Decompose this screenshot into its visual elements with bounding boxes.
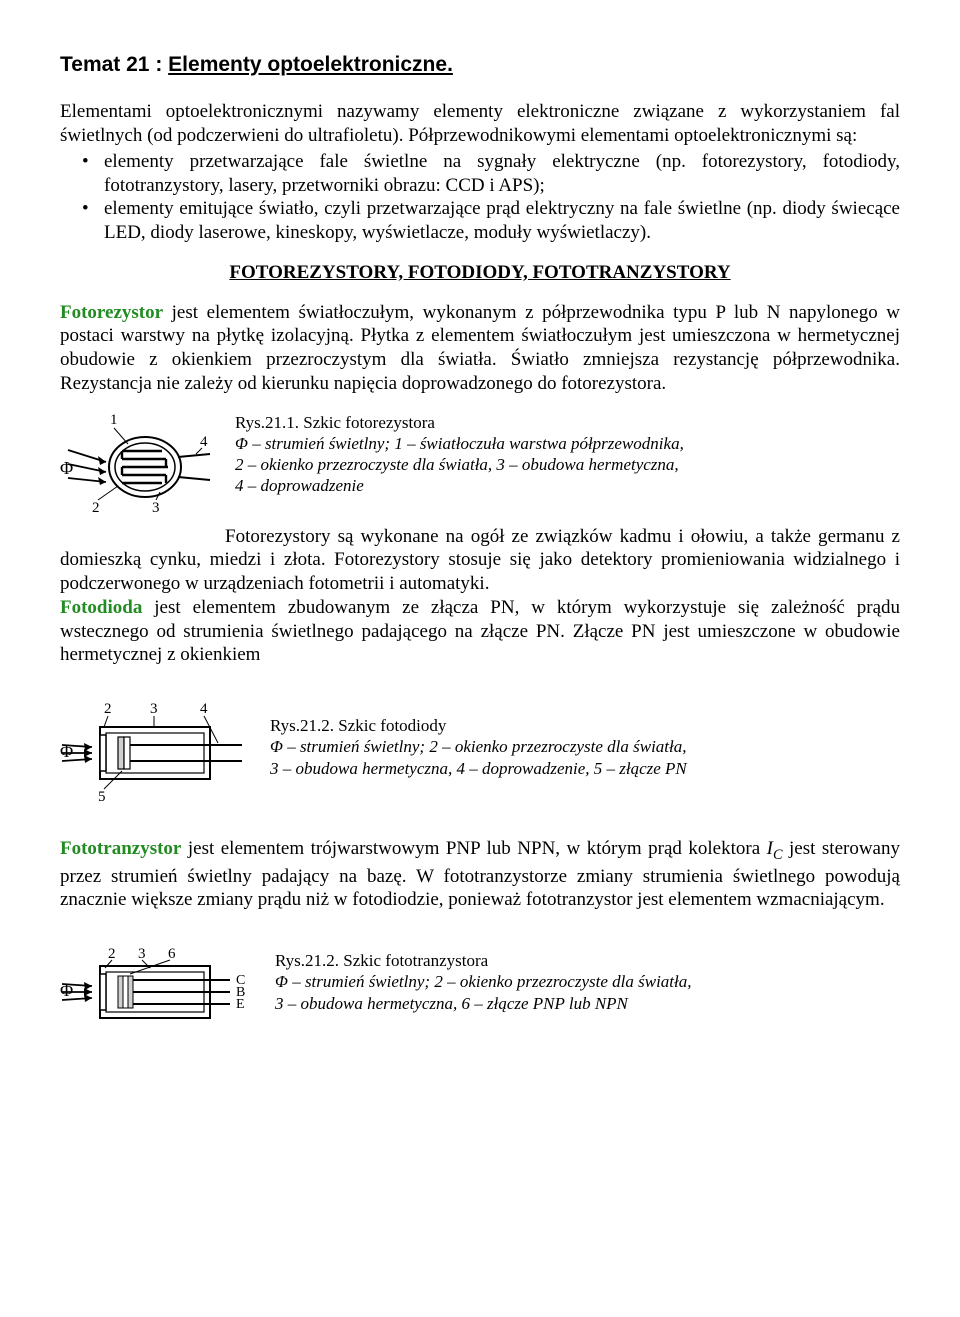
fotorezystor-materials: Fotorezystory są wykonane na ogół ze zwi…: [60, 525, 900, 596]
fotorezystor-text: jest elementem światłoczułym, wykonanym …: [60, 302, 900, 394]
svg-text:4: 4: [200, 434, 208, 450]
svg-text:2: 2: [104, 701, 112, 717]
figure-2: Φ 2 3 4 5 Rys.21.2. Szkic fotodiody Φ – …: [60, 699, 900, 809]
svg-text:3: 3: [150, 701, 158, 717]
figure-3-title: Rys.21.2. Szkic fototranzystora: [275, 951, 488, 970]
svg-text:5: 5: [98, 789, 106, 805]
figure-1: 1 Φ 2 3 4 Rys.21.1. Szkic fotorezystora …: [60, 410, 900, 515]
p5-text1: jest elementem trójwarstwowym PNP lub NP…: [181, 838, 766, 859]
svg-text:2: 2: [108, 946, 116, 962]
fotodioda-text: jest elementem zbudowanym ze złącza PN, …: [60, 597, 900, 666]
svg-text:Φ: Φ: [60, 980, 73, 1000]
figure-2-line2: 3 – obudowa hermetyczna, 4 – doprowadzen…: [270, 759, 687, 778]
svg-text:6: 6: [168, 946, 176, 962]
bullet-list: elementy przetwarzające fale świetlne na…: [60, 150, 900, 245]
svg-text:4: 4: [200, 701, 208, 717]
figure-3-line1: Φ – strumień świetlny; 2 – okienko przez…: [275, 972, 692, 991]
title-label: Temat 21 :: [60, 53, 162, 76]
figure-3-line2: 3 – obudowa hermetyczna, 6 – złącze PNP …: [275, 994, 628, 1013]
bullet-item: elementy przetwarzające fale świetlne na…: [60, 150, 900, 198]
figure-1-title: Rys.21.1. Szkic fotorezystora: [235, 413, 435, 432]
svg-text:Φ: Φ: [60, 741, 73, 761]
figure-1-caption: Rys.21.1. Szkic fotorezystora Φ – strumi…: [235, 410, 900, 497]
figure-2-line1: Φ – strumień świetlny; 2 – okienko przez…: [270, 737, 687, 756]
figure-2-caption: Rys.21.2. Szkic fotodiody Φ – strumień ś…: [270, 699, 900, 779]
figure-1-line3: 4 – doprowadzenie: [235, 476, 364, 495]
term-fotodioda: Fotodioda: [60, 597, 142, 618]
term-fototranzystor: Fototranzystor: [60, 838, 181, 859]
fotodioda-paragraph: Fotodioda jest elementem zbudowanym ze z…: [60, 596, 900, 667]
svg-text:Φ: Φ: [60, 458, 73, 478]
fototranzystor-paragraph: Fototranzystor jest elementem trójwarstw…: [60, 837, 900, 912]
figure-3-sketch: Φ 2 3 6 C B E: [60, 944, 255, 1024]
ic-subscript: C: [773, 847, 783, 863]
intro-paragraph: Elementami optoelektronicznymi nazywamy …: [60, 100, 900, 148]
figure-2-sketch: Φ 2 3 4 5: [60, 699, 250, 809]
svg-text:3: 3: [152, 500, 160, 515]
term-fotorezystor: Fotorezystor: [60, 302, 163, 323]
svg-text:E: E: [236, 997, 245, 1012]
figure-1-sketch: 1 Φ 2 3 4: [60, 410, 215, 515]
svg-text:2: 2: [92, 500, 100, 515]
figure-2-title: Rys.21.2. Szkic fotodiody: [270, 716, 446, 735]
title-name: Elementy optoelektroniczne.: [168, 53, 453, 76]
figure-1-line2: 2 – okienko przezroczyste dla światła, 3…: [235, 455, 679, 474]
svg-text:1: 1: [110, 412, 118, 428]
svg-text:3: 3: [138, 946, 146, 962]
page-title: Temat 21 : Elementy optoelektroniczne.: [60, 52, 900, 78]
p3-text: Fotorezystory są wykonane na ogół ze zwi…: [60, 526, 900, 595]
figure-1-line1: Φ – strumień świetlny; 1 – światłoczuła …: [235, 434, 684, 453]
figure-3: Φ 2 3 6 C B E Rys.21.2. Szkic fototranzy…: [60, 944, 900, 1024]
bullet-item: elementy emitujące światło, czyli przetw…: [60, 197, 900, 245]
fotorezystor-paragraph: Fotorezystor jest elementem światłoczuły…: [60, 301, 900, 396]
figure-3-caption: Rys.21.2. Szkic fototranzystora Φ – stru…: [275, 944, 900, 1014]
section-heading: FOTOREZYSTORY, FOTODIODY, FOTOTRANZYSTOR…: [60, 261, 900, 285]
